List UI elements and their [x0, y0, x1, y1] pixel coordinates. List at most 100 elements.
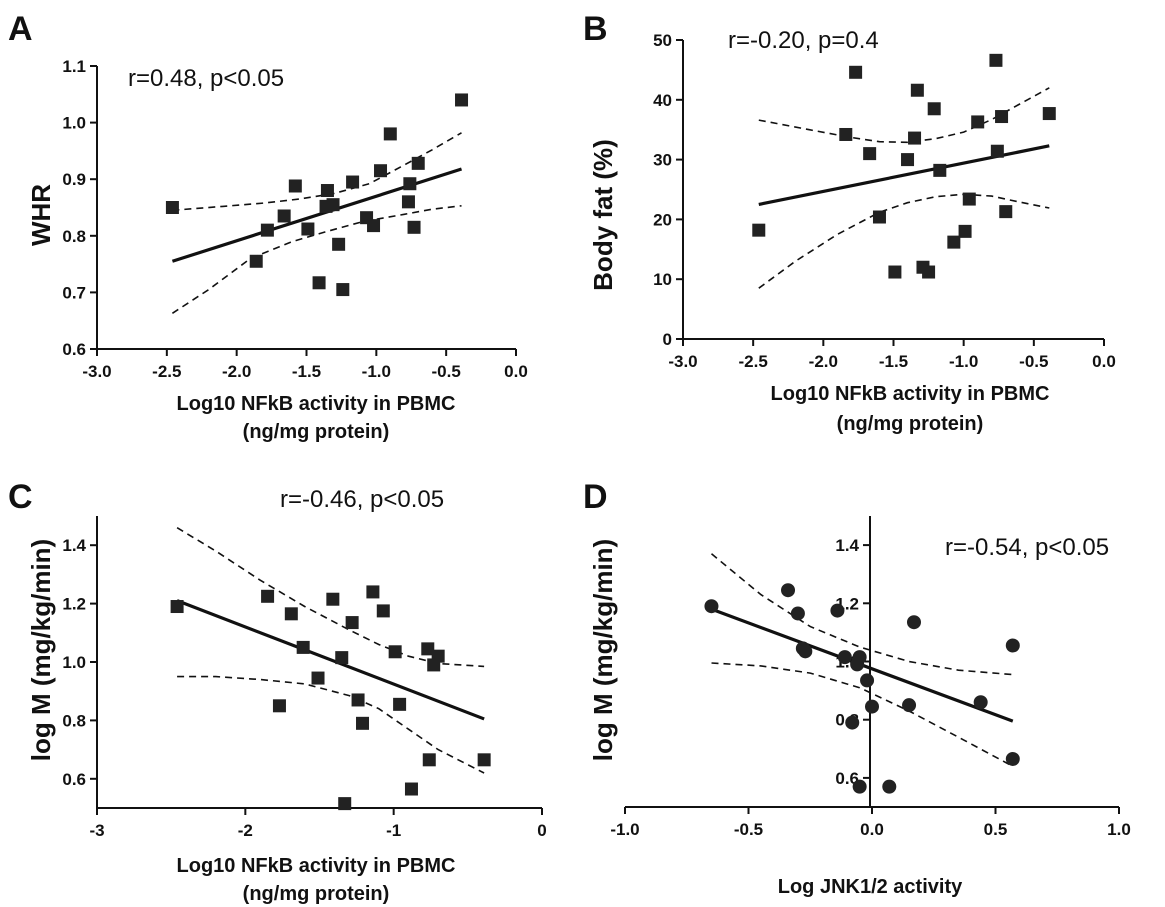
panel-c: C -3 -2 -1 0 0.6 0.8 1.0 1.2 1.4 r=-0.46, p<0.05 Lo…	[8, 478, 547, 905]
x-tick-label: 0	[537, 821, 546, 840]
x-tick-label: -2.0	[809, 352, 838, 371]
data-point	[338, 797, 352, 811]
data-point	[401, 195, 415, 209]
data-point	[973, 695, 988, 710]
x-tick-label: -3.0	[82, 362, 111, 381]
y-axis-label: Body fat (%)	[588, 139, 618, 291]
data-point	[752, 223, 766, 237]
data-point	[901, 153, 915, 167]
data-point	[922, 265, 936, 279]
data-point	[356, 716, 370, 730]
y-tick-label: 1.4	[835, 536, 859, 555]
x-tick-label: -3.0	[668, 352, 697, 371]
data-point	[411, 156, 425, 170]
data-point	[326, 592, 340, 606]
y-axis-label: log M (mg/kg/min)	[588, 539, 618, 761]
data-point	[345, 616, 359, 630]
data-point	[839, 127, 853, 141]
x-axis-label-line2: (ng/mg protein)	[243, 421, 390, 443]
data-point	[704, 599, 719, 614]
data-point	[790, 606, 805, 621]
data-point	[455, 93, 469, 107]
data-point	[407, 220, 421, 234]
data-point	[990, 144, 1004, 158]
x-tick-label: -2.5	[152, 362, 181, 381]
data-point	[367, 219, 381, 233]
y-tick-label: 0.7	[62, 283, 86, 302]
data-point	[1005, 751, 1020, 766]
data-point	[422, 753, 436, 767]
y-tick-label: 0.8	[62, 227, 86, 246]
x-axis-label: Log JNK1/2 activity	[778, 876, 963, 898]
data-point	[860, 673, 875, 688]
y-tick-label: 1.1	[62, 57, 86, 76]
x-tick-label: -1.5	[292, 362, 321, 381]
data-point	[296, 640, 310, 654]
regression-line	[171, 167, 463, 263]
y-tick-label: 1.0	[62, 653, 86, 672]
data-point	[872, 210, 886, 224]
x-axis-label: Log10 NFkB activity in PBMC	[771, 383, 1050, 405]
data-point	[170, 600, 184, 614]
data-point	[431, 649, 445, 663]
data-point	[351, 693, 365, 707]
y-tick-label: 0.9	[62, 170, 86, 189]
data-point	[995, 110, 1009, 124]
y-tick-label: 0	[663, 330, 672, 349]
data-point	[383, 127, 397, 141]
y-tick-label: 1.4	[62, 536, 86, 555]
x-tick-label: -2.5	[739, 352, 768, 371]
x-tick-label: -1	[386, 821, 401, 840]
stats-annotation: r=-0.20, p=0.4	[728, 27, 879, 54]
data-point	[288, 179, 302, 193]
data-point	[388, 645, 402, 659]
x-tick-label: -1.0	[610, 820, 639, 839]
data-point	[249, 254, 263, 268]
data-point	[320, 184, 334, 198]
panel-letter: D	[583, 478, 608, 516]
y-axis-label: log M (mg/kg/min)	[26, 539, 56, 761]
data-point	[393, 697, 407, 711]
y-tick-label: 40	[653, 91, 672, 110]
data-point	[999, 205, 1013, 219]
x-tick-label: -1.5	[879, 352, 908, 371]
x-tick-label: 0.5	[984, 820, 1008, 839]
data-point	[336, 283, 350, 297]
data-point	[366, 585, 380, 599]
y-tick-label: 1.0	[62, 114, 86, 133]
ci-lower-curve	[177, 675, 485, 774]
x-tick-label: -3	[89, 821, 104, 840]
data-point	[165, 201, 179, 214]
panel-letter: C	[8, 478, 33, 516]
data-point	[477, 753, 491, 767]
panel-letter: B	[583, 10, 608, 48]
data-point	[845, 715, 860, 730]
data-point	[852, 779, 867, 794]
panel-a: A -3.0 -2.5 -2.0 -1.5 -1.0 -0.5 0.0 0.6 0.7 0.8 0.9…	[8, 10, 528, 443]
y-tick-label: 0.8	[62, 711, 86, 730]
ci-upper-curve	[172, 132, 462, 212]
data-point	[1005, 638, 1020, 653]
stats-annotation: r=-0.54, p<0.05	[945, 534, 1109, 561]
y-tick-label: 10	[653, 270, 672, 289]
data-point	[962, 192, 976, 206]
data-point	[311, 671, 325, 685]
data-point	[837, 650, 852, 665]
data-point	[421, 642, 435, 656]
ci-lower-curve	[711, 662, 1014, 768]
data-point	[882, 779, 897, 794]
x-axis-label-line2: (ng/mg protein)	[243, 883, 390, 905]
data-point	[332, 237, 346, 251]
y-tick-label: 50	[653, 31, 672, 50]
x-tick-label: 0.0	[1092, 352, 1116, 371]
data-point	[260, 223, 274, 237]
x-tick-label: -1.0	[949, 352, 978, 371]
data-point	[301, 222, 315, 236]
data-point	[849, 65, 863, 79]
panel-letter: A	[8, 10, 33, 48]
data-point	[865, 699, 879, 714]
data-point	[404, 782, 418, 796]
ci-upper-curve	[710, 553, 1013, 676]
data-point	[277, 209, 291, 223]
